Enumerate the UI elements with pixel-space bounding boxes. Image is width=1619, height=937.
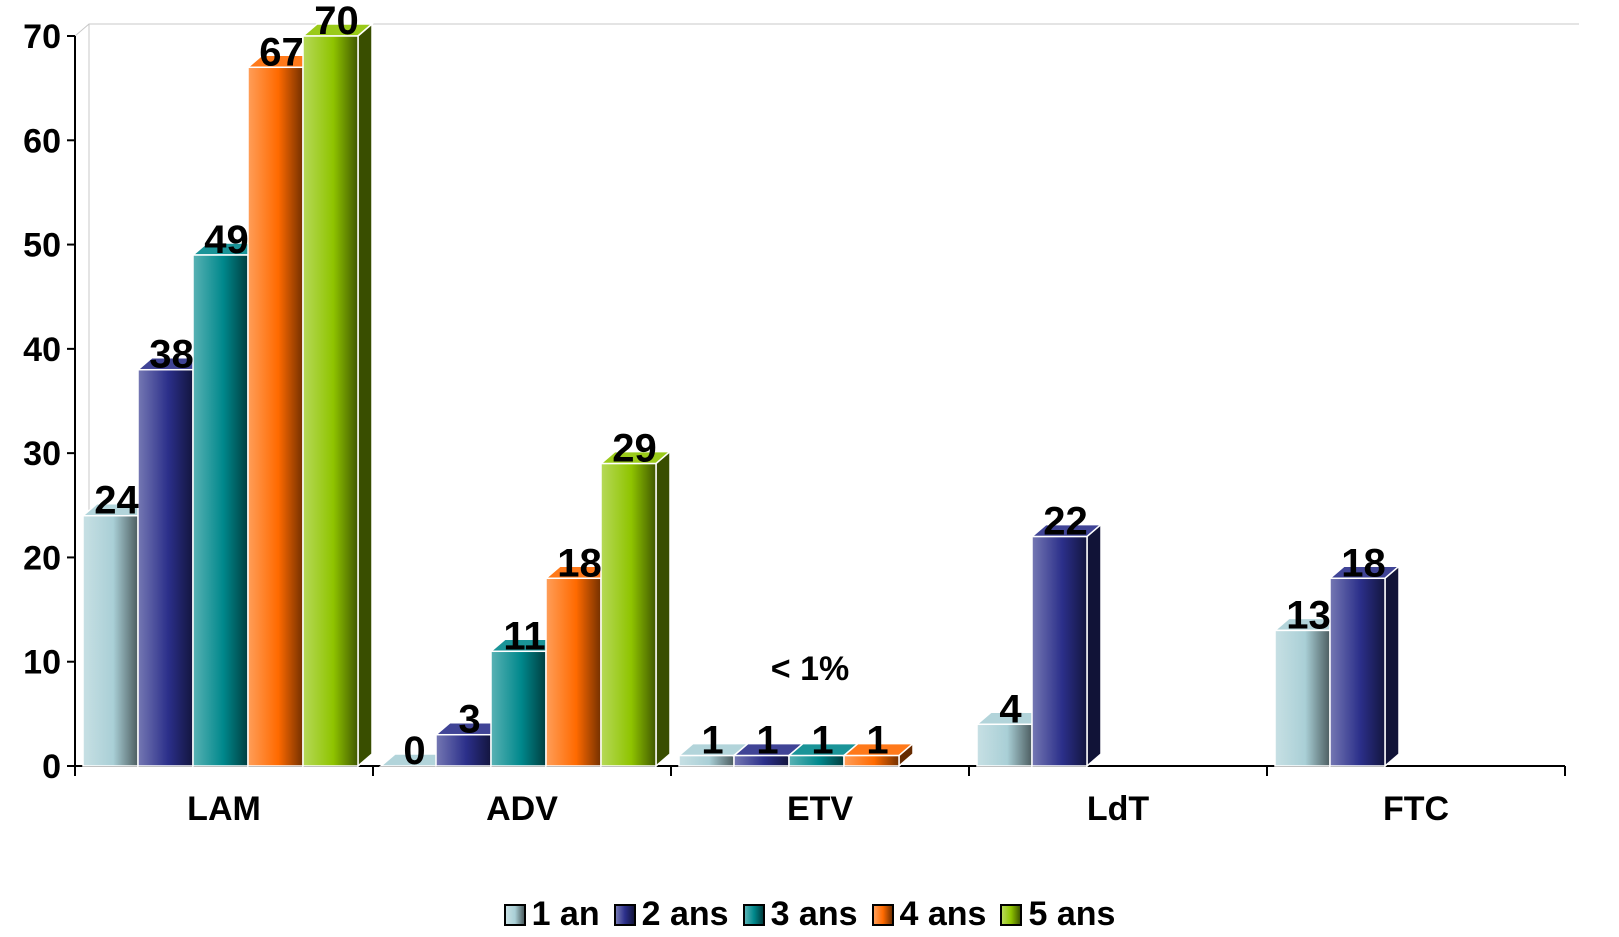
bar-front: [976, 723, 1033, 767]
bar-front: [192, 254, 249, 767]
bar: [598, 449, 673, 768]
data-label: 18: [1341, 541, 1386, 585]
legend-item: 5 ans: [1000, 895, 1115, 934]
data-label: 11: [503, 614, 545, 658]
data-label: 70: [314, 0, 359, 43]
data-label: 67: [259, 30, 304, 74]
bar-front: [302, 35, 359, 767]
bar: [841, 741, 916, 768]
bar-front: [247, 66, 304, 767]
x-tick-label: FTC: [1383, 790, 1449, 828]
data-label: 22: [1043, 500, 1088, 544]
bar-side: [655, 449, 671, 768]
data-label: 38: [149, 333, 194, 377]
y-tick-label: 20: [23, 539, 61, 577]
bar-front: [600, 462, 657, 767]
bar: [1029, 522, 1104, 768]
y-tick-label: 40: [23, 331, 61, 369]
y-tick-label: 0: [42, 748, 61, 786]
data-label: 1: [701, 719, 723, 763]
bar-front: [137, 368, 194, 767]
bar-front: [545, 577, 602, 767]
y-tick-label: 70: [23, 18, 61, 56]
data-label: 29: [612, 427, 657, 471]
legend-swatch: [1000, 903, 1023, 926]
legend-swatch: [613, 903, 636, 926]
data-label: 1: [811, 719, 833, 763]
legend-item: 1 an: [503, 895, 600, 934]
bar-side: [1086, 522, 1102, 768]
data-label: 4: [999, 687, 1022, 731]
bar-front: [843, 754, 900, 767]
bar: [300, 22, 375, 768]
legend-swatch: [871, 903, 894, 926]
bar-side: [1384, 564, 1400, 768]
legend-label: 3 ans: [770, 895, 858, 933]
bar-front: [490, 650, 547, 767]
data-label: 3: [458, 698, 480, 742]
legend-item: 2 ans: [613, 895, 729, 934]
legend-label: 5 ans: [1028, 895, 1116, 933]
legend-label: 2 ans: [641, 895, 729, 933]
y-tick-label: 30: [23, 435, 61, 473]
bar: [1327, 564, 1402, 768]
chart-legend: 1 an 2 ans 3 ans 4 ans 5 ans: [0, 895, 1619, 934]
bar-front: [1329, 577, 1386, 767]
data-label: 18: [557, 541, 602, 585]
bar-side: [357, 22, 373, 768]
legend-swatch: [503, 903, 526, 926]
chart-annotations: < 1%: [771, 650, 849, 688]
data-label: 13: [1286, 593, 1331, 637]
annotation: < 1%: [771, 650, 849, 688]
x-tick-label: ADV: [486, 790, 558, 828]
x-tick-label: LdT: [1087, 790, 1150, 828]
data-label: 1: [756, 719, 778, 763]
bar-front: [1274, 629, 1331, 767]
legend-item: 4 ans: [871, 895, 987, 934]
legend-item: 3 ans: [742, 895, 858, 934]
y-tick-label: 10: [23, 644, 61, 682]
legend-label: 4 ans: [899, 895, 987, 933]
bar-front: [82, 514, 139, 767]
data-label: 0: [403, 729, 425, 773]
bar-front: [1031, 535, 1088, 767]
chart-bars: [80, 22, 1402, 768]
x-tick-label: ETV: [787, 790, 853, 828]
data-label: 1: [866, 719, 888, 763]
x-tick-label: LAM: [187, 790, 261, 828]
legend-swatch: [742, 903, 765, 926]
y-tick-label: 60: [23, 122, 61, 160]
y-tick-label: 50: [23, 227, 61, 265]
data-label: 24: [94, 479, 139, 523]
legend-label: 1 an: [531, 895, 600, 933]
data-label: 49: [204, 218, 249, 262]
